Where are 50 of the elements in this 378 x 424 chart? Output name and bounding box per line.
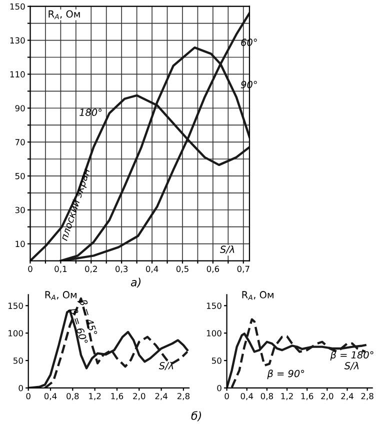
x-tick-label: 2,8 xyxy=(361,392,374,400)
x-tick-label: 1,2 xyxy=(89,392,101,400)
x-tick-label: 2,4 xyxy=(155,392,168,400)
y-tick-label: 150 xyxy=(10,3,25,10)
y-tick-label: 100 xyxy=(206,330,222,336)
x-tick-label: 2,0 xyxy=(133,392,146,400)
x-tick-label: 0 xyxy=(26,392,30,400)
y-tick-label: 10 xyxy=(16,240,25,248)
x-axis-title: S/λ xyxy=(344,362,359,370)
y-tick-label: 50 xyxy=(212,358,222,364)
x-tick-label: 0,5 xyxy=(176,266,188,273)
y-tick-label: 110 xyxy=(10,71,25,78)
x-tick-label: 2,8 xyxy=(177,392,190,400)
y-axis-title: R$_{A}$, Ом xyxy=(242,291,274,300)
annotation: β = 180° xyxy=(330,350,374,360)
x-axis-title: S/λ xyxy=(158,362,174,370)
x-axis-title: S/λ xyxy=(220,245,234,254)
x-tick-label: 0 xyxy=(28,266,32,272)
y-tick-label: 50 xyxy=(14,358,23,364)
text: а) xyxy=(130,278,141,288)
y-tick-label: 30 xyxy=(15,206,25,214)
x-tick-label: 0,4 xyxy=(240,392,254,400)
y-tick-label: 150 xyxy=(206,302,222,309)
y-axis-title: R$_{A}$, Ом xyxy=(48,10,80,20)
text: б) xyxy=(191,411,202,422)
x-tick-label: 2,4 xyxy=(341,392,354,400)
y-tick-label: 150 xyxy=(8,302,23,309)
y-axis-title: R$_{A}$, Ом xyxy=(45,291,76,300)
x-tick-label: 0,8 xyxy=(66,392,79,400)
x-tick-label: 0,4 xyxy=(146,266,158,273)
x-tick-label: 0,3 xyxy=(116,266,128,273)
x-tick-label: 1,6 xyxy=(111,392,124,400)
x-tick-label: 0,4 xyxy=(44,392,57,400)
y-tick-label: 100 xyxy=(8,330,23,336)
y-tick-label: 50 xyxy=(15,172,25,180)
x-tick-label: 2,0 xyxy=(321,392,334,400)
x-tick-label: 0 xyxy=(224,392,229,400)
x-tick-label: 0,7 xyxy=(237,266,250,273)
x-tick-label: 1,2 xyxy=(281,392,293,400)
annotation: β = 90° xyxy=(267,370,304,380)
y-tick-label: 90 xyxy=(15,105,25,112)
x-tick-label: 0,2 xyxy=(85,266,97,273)
y-tick-label: 70 xyxy=(15,139,25,146)
x-tick-label: 1,6 xyxy=(301,392,314,400)
x-tick-label: 0,6 xyxy=(206,266,220,273)
x-tick-label: 0,1 xyxy=(54,266,67,273)
y-tick-label: 0 xyxy=(217,384,222,392)
y-tick-label: 0 xyxy=(18,384,23,392)
y-tick-label: 130 xyxy=(10,37,25,44)
x-tick-label: 0,8 xyxy=(260,392,274,400)
